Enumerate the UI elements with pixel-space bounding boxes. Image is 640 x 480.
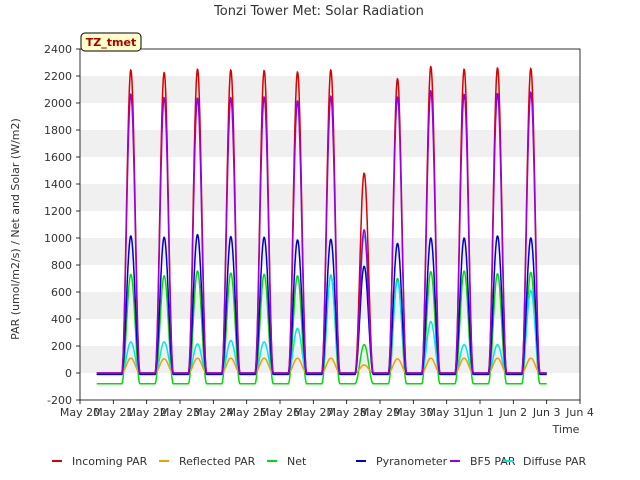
x-tick-label: May 22 [127,406,167,419]
x-tick-label: May 26 [260,406,300,419]
legend-label: Pyranometer [376,455,448,468]
y-tick-label: 1400 [44,178,72,191]
legend-item: BF5 PAR [450,455,516,468]
x-tick-label: Jun 3 [532,406,561,419]
legend-label: Net [287,455,307,468]
legend: Incoming PAR Reflected PAR Net Pyranometer B… [52,455,587,468]
plot-frame [79,48,581,401]
y-tick-label: 1600 [44,151,72,164]
x-tick-label: May 23 [160,406,200,419]
x-tick-label: Jun 2 [498,406,527,419]
series-layer [96,65,547,385]
y-axis: -200 0 200 400 600 800 1000 1200 1400 1600 1800 200… [44,43,80,407]
legend-item: Pyranometer [356,455,448,468]
grid-band [80,184,580,211]
y-tick-label: 400 [51,313,72,326]
chart-title: Tonzi Tower Met: Solar Radiation [213,4,424,19]
x-tick-label: Jun 1 [465,406,494,419]
x-tick-label: May 29 [360,406,400,419]
legend-item: Reflected PAR [159,455,256,468]
x-tick-label: Jun 4 [565,406,594,419]
y-tick-label: 2000 [44,97,72,110]
y-tick-label: -200 [47,394,72,407]
y-tick-label: 2200 [44,70,72,83]
y-tick-label: 2400 [44,43,72,56]
y-tick-label: 600 [51,286,72,299]
series-line-bf5-par [96,89,547,374]
series-line-net [96,270,547,385]
legend-item: Incoming PAR [52,455,148,468]
y-tick-label: 1000 [44,232,72,245]
y-tick-label: 1200 [44,205,72,218]
x-tick-label: May 20 [60,406,100,419]
y-axis-label: PAR (umol/m2/s) / Net and Solar (W/m2) [9,118,22,340]
legend-label: Reflected PAR [179,455,256,468]
tz-tmet-annotation: TZ_tmet [80,32,142,52]
legend-label: Diffuse PAR [523,455,587,468]
x-tick-label: May 25 [227,406,267,419]
x-tick-label: May 30 [393,406,433,419]
legend-label: Incoming PAR [72,455,148,468]
grid-band [80,130,580,157]
x-tick-label: May 27 [293,406,333,419]
x-axis-label: Time [552,423,580,436]
x-tick-label: May 28 [327,406,367,419]
annotation-label: TZ_tmet [86,36,136,49]
series-line-incoming-par [96,65,547,374]
legend-item: Diffuse PAR [503,455,587,468]
y-tick-label: 1800 [44,124,72,137]
x-tick-label: May 24 [193,406,233,419]
grid-band [80,292,580,319]
x-tick-label: May 21 [93,406,133,419]
legend-item: Net [267,455,307,468]
y-tick-label: 800 [51,259,72,272]
y-tick-label: 200 [51,340,72,353]
y-tick-label: 0 [65,367,72,380]
x-tick-label: May 31 [427,406,467,419]
legend-label: BF5 PAR [470,455,516,468]
